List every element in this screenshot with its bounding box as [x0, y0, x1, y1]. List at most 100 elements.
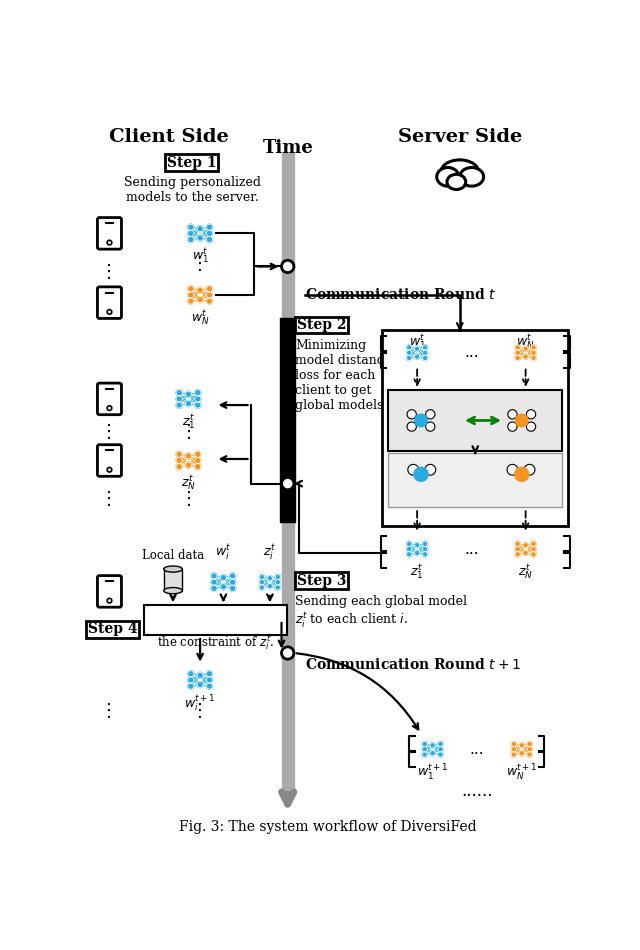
Circle shape — [188, 292, 194, 298]
Circle shape — [531, 552, 536, 557]
Circle shape — [188, 230, 194, 237]
Text: Local updating $w_i^t$ with
the constraint of $z_i^t$.: Local updating $w_i^t$ with the constrai… — [147, 612, 285, 654]
Circle shape — [515, 413, 529, 428]
Circle shape — [195, 464, 201, 469]
Circle shape — [206, 286, 212, 292]
Text: $w_N^{t+1}$: $w_N^{t+1}$ — [506, 763, 538, 783]
FancyBboxPatch shape — [97, 576, 122, 607]
Circle shape — [523, 354, 528, 359]
Circle shape — [406, 546, 412, 552]
Circle shape — [206, 676, 212, 683]
Circle shape — [176, 464, 182, 469]
Circle shape — [531, 351, 536, 355]
Text: $w_N^t$: $w_N^t$ — [191, 309, 209, 328]
Text: $z_N^t$: $z_N^t$ — [518, 563, 533, 582]
Text: Step 1: Step 1 — [167, 156, 216, 169]
Circle shape — [523, 346, 528, 352]
Circle shape — [413, 466, 429, 482]
Text: ⋮: ⋮ — [100, 490, 118, 508]
Text: ...: ... — [464, 345, 479, 360]
Circle shape — [507, 465, 518, 475]
Text: $w_N^t$: $w_N^t$ — [516, 332, 535, 352]
Circle shape — [197, 287, 204, 294]
Text: $w_1^t$: $w_1^t$ — [409, 332, 426, 352]
Text: ...: ... — [470, 742, 484, 757]
FancyBboxPatch shape — [97, 445, 122, 476]
FancyBboxPatch shape — [382, 330, 568, 526]
Circle shape — [407, 409, 417, 419]
Circle shape — [426, 422, 435, 431]
Circle shape — [188, 298, 194, 304]
Circle shape — [422, 741, 428, 747]
Circle shape — [406, 542, 412, 546]
FancyBboxPatch shape — [86, 620, 139, 637]
Text: $z_1^t$: $z_1^t$ — [182, 412, 195, 432]
Circle shape — [407, 422, 417, 431]
Circle shape — [515, 351, 520, 355]
Circle shape — [107, 467, 112, 472]
Text: Fig. 3: The system workflow of DiversiFed: Fig. 3: The system workflow of DiversiFe… — [179, 820, 477, 834]
Circle shape — [220, 583, 227, 590]
Circle shape — [259, 580, 264, 585]
Circle shape — [519, 743, 524, 748]
Circle shape — [206, 671, 212, 676]
Text: $w_i^{t+1}$: $w_i^{t+1}$ — [184, 694, 216, 714]
Text: ⋮: ⋮ — [191, 256, 209, 274]
Circle shape — [415, 550, 420, 556]
Text: ⋮: ⋮ — [191, 702, 209, 720]
Circle shape — [197, 673, 204, 678]
Circle shape — [406, 351, 412, 355]
Circle shape — [206, 292, 212, 298]
Circle shape — [197, 226, 204, 232]
Circle shape — [527, 741, 532, 747]
Text: ⋮: ⋮ — [179, 490, 198, 508]
Circle shape — [511, 747, 516, 751]
Circle shape — [430, 750, 435, 756]
Circle shape — [414, 413, 428, 428]
Circle shape — [531, 542, 536, 546]
Ellipse shape — [164, 587, 182, 594]
Circle shape — [527, 751, 532, 757]
Circle shape — [514, 466, 529, 482]
Circle shape — [511, 741, 516, 747]
Text: $z_1^t$: $z_1^t$ — [410, 563, 424, 582]
Circle shape — [211, 573, 217, 580]
Ellipse shape — [164, 566, 182, 572]
Circle shape — [275, 580, 280, 585]
Circle shape — [188, 676, 194, 683]
Circle shape — [107, 310, 112, 314]
Circle shape — [282, 260, 294, 273]
Circle shape — [524, 465, 535, 475]
Text: Server Side: Server Side — [397, 128, 522, 146]
Circle shape — [515, 345, 520, 351]
Circle shape — [408, 465, 419, 475]
Circle shape — [531, 546, 536, 552]
Circle shape — [425, 465, 436, 475]
Circle shape — [508, 409, 517, 419]
Circle shape — [186, 462, 191, 468]
Circle shape — [415, 354, 420, 359]
Text: Sending personalized
models to the server.: Sending personalized models to the serve… — [124, 176, 261, 203]
Circle shape — [107, 240, 112, 245]
Circle shape — [422, 345, 428, 351]
Text: ......: ...... — [461, 783, 493, 800]
FancyBboxPatch shape — [165, 154, 218, 171]
Circle shape — [526, 409, 536, 419]
Circle shape — [186, 453, 191, 459]
Text: ⋮: ⋮ — [100, 423, 118, 441]
Circle shape — [206, 237, 212, 242]
Text: Local data: Local data — [142, 549, 204, 562]
Circle shape — [508, 422, 517, 431]
Text: Communication Round $t$: Communication Round $t$ — [305, 287, 497, 302]
Circle shape — [176, 390, 182, 396]
Text: $w_1^{t+1}$: $w_1^{t+1}$ — [417, 763, 449, 783]
Circle shape — [220, 575, 227, 580]
Circle shape — [206, 683, 212, 689]
Circle shape — [195, 390, 201, 396]
Circle shape — [259, 585, 264, 590]
Circle shape — [107, 598, 112, 603]
Bar — [164, 569, 182, 591]
Circle shape — [531, 345, 536, 351]
FancyBboxPatch shape — [97, 218, 122, 249]
Circle shape — [426, 409, 435, 419]
